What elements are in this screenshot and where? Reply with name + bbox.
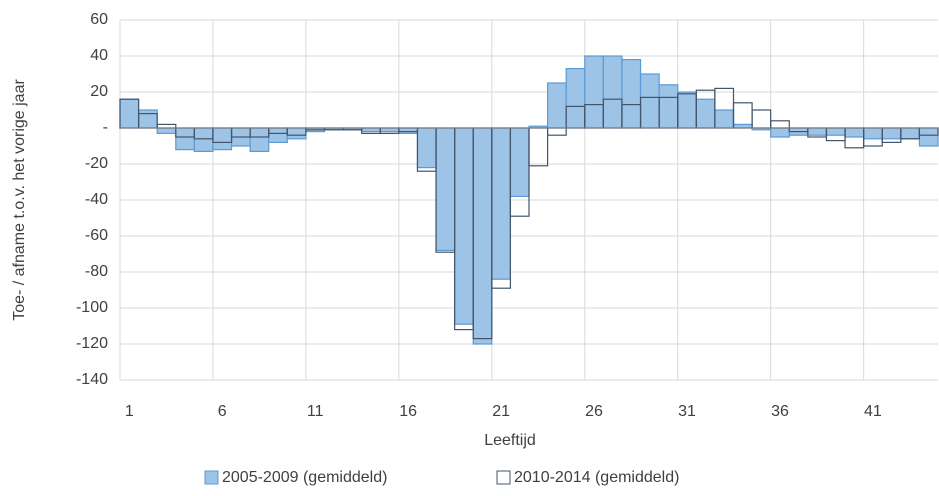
legend-label: 2010-2014 (gemiddeld) <box>514 469 679 486</box>
legend-swatch <box>496 470 511 485</box>
x-tick-label: 11 <box>307 403 324 420</box>
x-tick-label: 31 <box>678 403 696 420</box>
bar <box>863 127 883 140</box>
bar <box>807 127 828 136</box>
bar <box>528 127 549 167</box>
bar <box>212 127 233 151</box>
bar <box>584 55 604 129</box>
x-tick-label: 41 <box>864 403 882 420</box>
bar <box>918 127 939 147</box>
bar <box>119 98 140 129</box>
bar <box>714 109 735 129</box>
bar <box>546 82 567 129</box>
bar <box>249 127 270 152</box>
bar <box>286 127 307 140</box>
bar <box>695 98 716 129</box>
y-tick-label: 60 <box>90 11 108 28</box>
bar <box>193 127 214 152</box>
y-tick-label: -80 <box>85 263 108 280</box>
bar <box>546 127 567 136</box>
bar <box>435 127 456 252</box>
y-axis-title: Toe- / afname t.o.v. het vorige jaar <box>11 79 28 321</box>
bar <box>602 55 623 129</box>
bar <box>677 91 697 129</box>
bar <box>900 127 921 140</box>
bar <box>751 109 772 129</box>
x-axis-title: Leeftijd <box>484 432 536 449</box>
bar <box>881 127 902 140</box>
y-tick-label: -120 <box>76 335 108 352</box>
bar <box>770 120 790 129</box>
bar <box>454 127 474 325</box>
bar <box>639 73 660 129</box>
bar <box>565 67 586 129</box>
x-tick-label: 36 <box>771 403 789 420</box>
bar <box>156 127 177 135</box>
y-tick-label: - <box>103 119 108 136</box>
bar <box>621 58 642 129</box>
bar <box>658 84 679 129</box>
y-tick-label: -40 <box>85 191 108 208</box>
bar <box>398 127 419 135</box>
y-tick-label: -60 <box>85 227 108 244</box>
y-tick-label: 20 <box>90 83 108 100</box>
y-tick-label: -20 <box>85 155 108 172</box>
y-tick-label: 40 <box>90 47 108 64</box>
y-tick-label: -100 <box>76 299 108 316</box>
legend-swatch <box>204 470 219 485</box>
x-tick-label: 26 <box>585 403 603 420</box>
bar <box>844 127 865 138</box>
bar <box>156 123 177 129</box>
bar <box>509 127 530 198</box>
bar <box>491 127 512 280</box>
x-tick-label: 1 <box>125 403 134 420</box>
bar <box>770 127 790 138</box>
legend-label: 2005-2009 (gemiddeld) <box>222 469 387 486</box>
x-tick-label: 21 <box>492 403 510 420</box>
y-tick-label: -140 <box>76 371 108 388</box>
bar <box>137 109 158 129</box>
x-tick-label: 6 <box>218 403 227 420</box>
bar <box>268 127 288 143</box>
x-tick-label: 16 <box>399 403 417 420</box>
bar <box>825 127 846 136</box>
bar <box>416 127 437 169</box>
bar <box>175 127 195 151</box>
bar <box>472 127 493 345</box>
